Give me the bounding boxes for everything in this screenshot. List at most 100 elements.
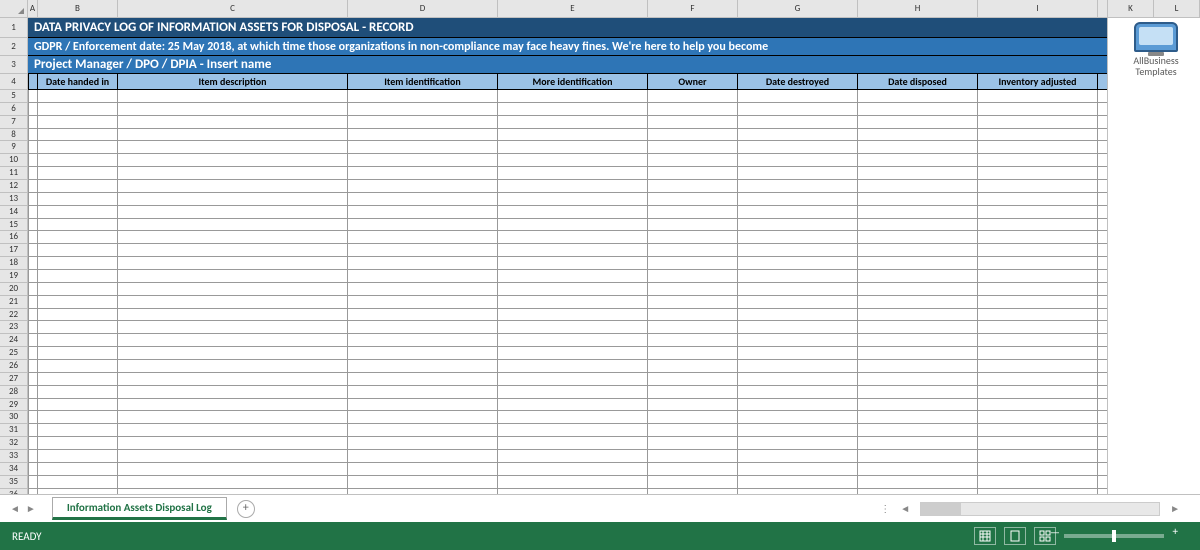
row-header-33[interactable]: 33 <box>0 450 27 463</box>
horizontal-scrollbar[interactable] <box>920 502 1160 516</box>
title-row[interactable]: DATA PRIVACY LOG OF INFORMATION ASSETS F… <box>28 18 1107 38</box>
row-header-1[interactable]: 1 <box>0 18 27 38</box>
row-header-25[interactable]: 25 <box>0 347 27 360</box>
view-normal-button[interactable] <box>974 527 996 545</box>
table-row[interactable] <box>28 476 1107 489</box>
table-row[interactable] <box>28 257 1107 270</box>
row-header-34[interactable]: 34 <box>0 463 27 476</box>
row-header-8[interactable]: 8 <box>0 129 27 142</box>
row-header-17[interactable]: 17 <box>0 244 27 257</box>
row-header-26[interactable]: 26 <box>0 360 27 373</box>
header-cell[interactable]: Inventory adjusted <box>978 74 1098 90</box>
row-header-21[interactable]: 21 <box>0 296 27 309</box>
tab-split-icon[interactable]: ⋮ <box>880 502 890 515</box>
table-row[interactable] <box>28 231 1107 244</box>
row-header-32[interactable]: 32 <box>0 437 27 450</box>
col-header-C[interactable]: C <box>118 0 348 17</box>
add-sheet-button[interactable]: + <box>237 500 255 518</box>
header-cell[interactable]: Owner <box>648 74 738 90</box>
table-row[interactable] <box>28 309 1107 322</box>
row-header-3[interactable]: 3 <box>0 56 27 74</box>
table-row[interactable] <box>28 154 1107 167</box>
table-row[interactable] <box>28 116 1107 129</box>
row-header-15[interactable]: 15 <box>0 219 27 232</box>
row-header-31[interactable]: 31 <box>0 424 27 437</box>
row-header-16[interactable]: 16 <box>0 231 27 244</box>
row-header-13[interactable]: 13 <box>0 193 27 206</box>
table-row[interactable] <box>28 167 1107 180</box>
table-row[interactable] <box>28 180 1107 193</box>
row-header-24[interactable]: 24 <box>0 334 27 347</box>
row-header-20[interactable]: 20 <box>0 283 27 296</box>
row-header-14[interactable]: 14 <box>0 206 27 219</box>
row-header-10[interactable]: 10 <box>0 154 27 167</box>
sheet-tab-active[interactable]: Information Assets Disposal Log <box>52 497 227 520</box>
header-cell[interactable]: Item identification <box>348 74 498 90</box>
table-row[interactable] <box>28 334 1107 347</box>
col-header-D[interactable]: D <box>348 0 498 17</box>
row-header-12[interactable]: 12 <box>0 180 27 193</box>
row-header-2[interactable]: 2 <box>0 38 27 56</box>
table-row[interactable] <box>28 437 1107 450</box>
row-header-29[interactable]: 29 <box>0 399 27 412</box>
row-header-18[interactable]: 18 <box>0 257 27 270</box>
col-header-L[interactable]: L <box>1154 0 1200 17</box>
subtitle-row[interactable]: GDPR / Enforcement date: 25 May 2018, at… <box>28 38 1107 56</box>
grid-body[interactable]: DATA PRIVACY LOG OF INFORMATION ASSETS F… <box>28 18 1107 494</box>
header-cell[interactable]: Item description <box>118 74 348 90</box>
table-row[interactable] <box>28 244 1107 257</box>
table-row[interactable] <box>28 386 1107 399</box>
row-header-19[interactable]: 19 <box>0 270 27 283</box>
col-header-E[interactable]: E <box>498 0 648 17</box>
view-page-layout-button[interactable] <box>1004 527 1026 545</box>
table-row[interactable] <box>28 193 1107 206</box>
tab-next-icon[interactable]: ► <box>26 502 36 515</box>
zoom-slider[interactable] <box>1064 534 1164 538</box>
row-header-35[interactable]: 35 <box>0 476 27 489</box>
table-row[interactable] <box>28 411 1107 424</box>
row-header-23[interactable]: 23 <box>0 321 27 334</box>
col-header-H[interactable]: H <box>858 0 978 17</box>
row-header-27[interactable]: 27 <box>0 373 27 386</box>
table-row[interactable] <box>28 296 1107 309</box>
header-cell[interactable]: Date destroyed <box>738 74 858 90</box>
table-row[interactable] <box>28 463 1107 476</box>
row-header-4[interactable]: 4 <box>0 74 27 90</box>
project-manager-row[interactable]: Project Manager / DPO / DPIA - Insert na… <box>28 56 1107 74</box>
row-header-9[interactable]: 9 <box>0 141 27 154</box>
tab-prev-icon[interactable]: ◄ <box>10 502 20 515</box>
hscroll-thumb[interactable] <box>921 503 961 515</box>
col-header-A[interactable]: A <box>28 0 38 17</box>
header-cell[interactable]: Date handed in <box>38 74 118 90</box>
table-row[interactable] <box>28 206 1107 219</box>
table-row[interactable] <box>28 373 1107 386</box>
table-row[interactable] <box>28 347 1107 360</box>
table-row[interactable] <box>28 360 1107 373</box>
row-header-5[interactable]: 5 <box>0 90 27 103</box>
col-header-K[interactable]: K <box>1108 0 1154 17</box>
table-row[interactable] <box>28 424 1107 437</box>
zoom-thumb[interactable] <box>1112 530 1116 542</box>
row-header-7[interactable]: 7 <box>0 116 27 129</box>
header-cell[interactable]: More identification <box>498 74 648 90</box>
row-header-30[interactable]: 30 <box>0 411 27 424</box>
table-row[interactable] <box>28 219 1107 232</box>
table-row[interactable] <box>28 399 1107 412</box>
col-header-F[interactable]: F <box>648 0 738 17</box>
col-header-J[interactable]: J <box>1098 0 1107 17</box>
col-header-I[interactable]: I <box>978 0 1098 17</box>
row-header-28[interactable]: 28 <box>0 386 27 399</box>
header-cell[interactable]: Date disposed <box>858 74 978 90</box>
row-header-11[interactable]: 11 <box>0 167 27 180</box>
hscroll-left-icon[interactable]: ◄ <box>900 502 910 515</box>
row-header-6[interactable]: 6 <box>0 103 27 116</box>
hscroll-right-icon[interactable]: ► <box>1170 502 1180 515</box>
table-row[interactable] <box>28 103 1107 116</box>
table-row[interactable] <box>28 90 1107 103</box>
tab-nav-arrows[interactable]: ◄ ► <box>0 502 46 515</box>
col-header-G[interactable]: G <box>738 0 858 17</box>
table-row[interactable] <box>28 270 1107 283</box>
row-header-22[interactable]: 22 <box>0 309 27 322</box>
col-header-B[interactable]: B <box>38 0 118 17</box>
table-row[interactable] <box>28 450 1107 463</box>
